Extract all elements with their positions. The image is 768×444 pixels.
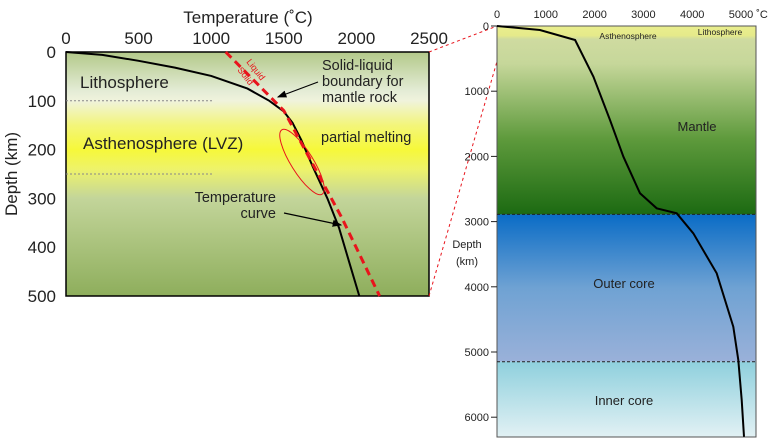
y-tick-label: 300 bbox=[28, 189, 56, 208]
x-unit-label: ˚C bbox=[756, 9, 768, 21]
mantle-region bbox=[497, 26, 756, 215]
x-tick-label: 1000 bbox=[534, 9, 558, 21]
temperature-curve-line bbox=[496, 25, 745, 437]
boundary-annotation-line: Solid-liquid bbox=[322, 58, 393, 74]
y-tick-label: 400 bbox=[28, 238, 56, 257]
y-tick-label: 0 bbox=[483, 21, 489, 33]
x-tick-label: 2000 bbox=[337, 29, 375, 48]
y-tick-label: 200 bbox=[28, 141, 56, 160]
partial-melting-label: partial melting bbox=[321, 130, 411, 146]
x-tick-label: 2000 bbox=[582, 9, 606, 21]
right-plot-frame bbox=[496, 25, 757, 438]
boundary-annotation-line: mantle rock bbox=[322, 90, 398, 106]
region-label-asthenosphere: Asthenosphere (LVZ) bbox=[83, 134, 243, 153]
y-axis-title: Depth (km) bbox=[2, 132, 21, 216]
y-tick-label: 6000 bbox=[465, 412, 489, 424]
x-axis-title: Temperature (˚C) bbox=[183, 8, 312, 27]
y-tick-label: 500 bbox=[28, 287, 56, 306]
y-axis-title: (km) bbox=[456, 256, 478, 268]
x-tick-label: 500 bbox=[124, 29, 152, 48]
region-label-mantle: Mantle bbox=[677, 119, 716, 134]
y-tick-label: 1000 bbox=[465, 86, 489, 98]
partial-melting-ellipse bbox=[279, 128, 325, 196]
outer-core-region bbox=[497, 214, 756, 362]
y-tick-label: 3000 bbox=[465, 217, 489, 229]
zoom-connector-bottom bbox=[428, 57, 499, 297]
y-tick-label: 5000 bbox=[465, 347, 489, 359]
boundary-arrow bbox=[276, 81, 319, 98]
x-tick-label: 5000 bbox=[729, 9, 753, 21]
y-axis-title: Depth bbox=[452, 239, 481, 251]
x-tick-label: 0 bbox=[61, 29, 70, 48]
x-tick-label: 2500 bbox=[410, 29, 448, 48]
inner-core-region bbox=[497, 361, 756, 437]
x-tick-label: 0 bbox=[494, 9, 500, 21]
temperature-curve-label: Temperature bbox=[195, 190, 276, 206]
region-label-asthenosphere: Asthenosphere bbox=[599, 31, 656, 41]
y-tick-label: 2000 bbox=[465, 151, 489, 163]
x-tick-label: 3000 bbox=[631, 9, 655, 21]
boundary-annotation-line: boundary for bbox=[322, 74, 404, 90]
region-label-outer-core: Outer core bbox=[593, 276, 654, 291]
x-tick-label: 4000 bbox=[680, 9, 704, 21]
x-tick-label: 1500 bbox=[265, 29, 303, 48]
y-tick-label: 4000 bbox=[465, 282, 489, 294]
temperature-curve-arrow bbox=[283, 212, 343, 227]
region-label-inner-core: Inner core bbox=[595, 393, 654, 408]
region-label-lithosphere: Lithosphere bbox=[80, 73, 169, 92]
zoom-connector-top bbox=[428, 25, 498, 53]
temperature-curve-label: curve bbox=[241, 206, 276, 222]
solid-liquid-boundary-line bbox=[224, 50, 381, 297]
region-label-lithosphere: Lithosphere bbox=[698, 27, 743, 37]
y-tick-label: 0 bbox=[47, 43, 56, 62]
x-tick-label: 1000 bbox=[192, 29, 230, 48]
y-tick-label: 100 bbox=[28, 92, 56, 111]
